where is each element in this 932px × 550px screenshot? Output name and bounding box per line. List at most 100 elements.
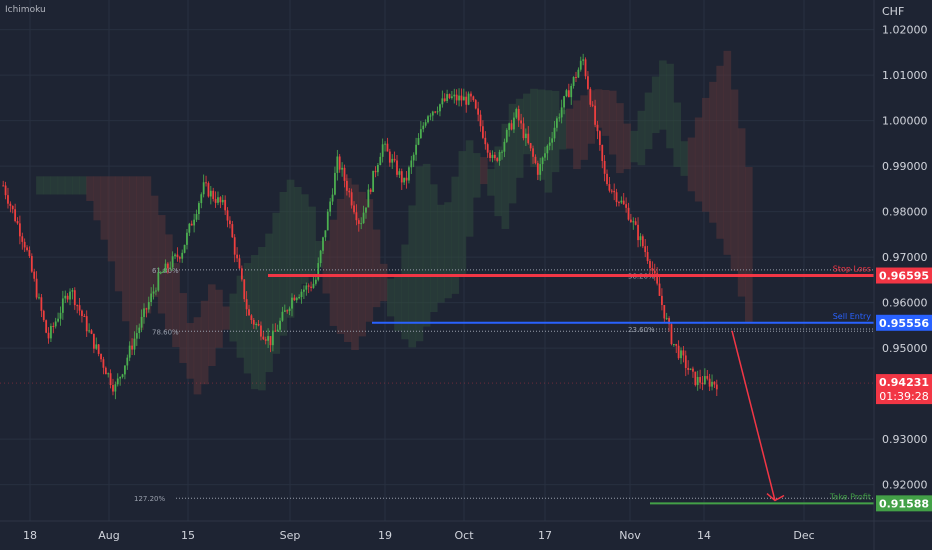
cloud-segment (565, 108, 574, 149)
candle-body (677, 345, 680, 359)
candle-body (496, 158, 499, 161)
candle-body (417, 138, 420, 145)
candle-body (556, 118, 558, 128)
candle-body (121, 374, 124, 377)
candle-body (553, 127, 556, 139)
cloud-segment (744, 167, 753, 323)
cloud-segment (308, 206, 316, 276)
candle-body (620, 200, 623, 203)
candle-body (217, 197, 219, 203)
candle-body (427, 116, 429, 123)
candle-body (419, 129, 422, 139)
candle-body (689, 368, 692, 370)
price-tick-label: 0.99000 (882, 160, 928, 173)
candle-body (233, 237, 236, 255)
candle-body (209, 190, 212, 197)
cloud-segment (723, 50, 732, 255)
cloud-segment (702, 97, 710, 212)
candle-body (169, 267, 172, 269)
cloud-segment (157, 215, 166, 314)
cloud-segment (465, 140, 474, 237)
time-axis[interactable]: 18 Aug 15 Sep 19 Oct 17 Nov 14 Dec (23, 529, 815, 542)
cloud-segment (179, 293, 187, 363)
candle-body (474, 100, 477, 109)
candle-body (162, 271, 164, 273)
candle-body (231, 224, 234, 238)
candle-body (164, 263, 167, 272)
candle-body (505, 129, 508, 142)
candle-body (116, 378, 119, 385)
candle-body (152, 291, 155, 294)
level-name: Sell Entry (833, 312, 872, 321)
candle-body (33, 271, 36, 279)
cloud-segment (494, 146, 503, 217)
cloud-segment (437, 204, 445, 303)
candle-body (355, 212, 358, 221)
candle-body (181, 252, 184, 259)
candle-body (424, 122, 427, 126)
candle-body (367, 189, 370, 208)
price-tick-label: 0.96000 (882, 297, 928, 310)
cloud-segment (57, 176, 66, 195)
candle-body (381, 144, 384, 157)
cloud-segment (186, 323, 195, 379)
candle-body (524, 133, 527, 139)
candle-body (591, 104, 594, 106)
cloud-segment (680, 141, 689, 176)
price-tick-label: 0.97000 (882, 251, 928, 264)
candles (2, 53, 718, 400)
candle-body (369, 189, 372, 192)
cloud-segment (272, 212, 281, 354)
candle-body (236, 254, 238, 259)
candle-body (396, 160, 398, 175)
candle-body (264, 339, 267, 341)
candle-body (303, 289, 305, 292)
candle-body (610, 190, 613, 192)
candle-body (257, 323, 260, 326)
cloud-segment (580, 95, 588, 160)
candle-body (372, 170, 375, 192)
candle-body (589, 88, 592, 105)
candle-body (243, 279, 246, 300)
cloud-segment (673, 102, 682, 167)
candle-body (651, 268, 654, 271)
candle-body (348, 190, 351, 193)
candle-body (567, 90, 570, 98)
candle-body (663, 305, 666, 319)
candle-body (166, 263, 169, 269)
candle-body (584, 59, 587, 77)
cloud-segment (143, 176, 152, 314)
candle-body (529, 143, 532, 149)
candle-body (85, 316, 88, 332)
candle-body (680, 350, 682, 359)
candle-body (131, 345, 133, 350)
candle-body (21, 236, 24, 242)
candle-body (135, 333, 138, 339)
candle-body (128, 345, 131, 358)
candle-body (281, 311, 284, 321)
candle-body (470, 93, 472, 97)
cloud-segment (630, 130, 639, 163)
trade-levels: Stop Loss Sell Entry Take Profit (0, 265, 874, 505)
cloud-segment (365, 199, 374, 322)
candle-body (565, 90, 568, 97)
candle-body (629, 219, 632, 223)
price-axis[interactable]: 1.02000 1.01000 1.00000 0.99000 0.98000 0.970… (882, 24, 928, 492)
candle-body (658, 283, 661, 296)
price-tag-label: 0.91588 (879, 497, 929, 510)
candle-body (393, 158, 396, 161)
candle-body (19, 223, 21, 237)
candle-body (312, 283, 315, 288)
candle-body (61, 298, 64, 313)
candle-body (107, 373, 110, 375)
candle-body (410, 160, 413, 168)
candle-body (76, 305, 79, 307)
candle-body (174, 254, 176, 257)
indicator-label[interactable]: Ichimoku (5, 5, 46, 15)
cloud-segment (537, 89, 545, 180)
candle-body (508, 123, 511, 130)
candle-body (331, 194, 334, 202)
candle-body (587, 76, 589, 89)
cloud-segment (293, 186, 302, 300)
